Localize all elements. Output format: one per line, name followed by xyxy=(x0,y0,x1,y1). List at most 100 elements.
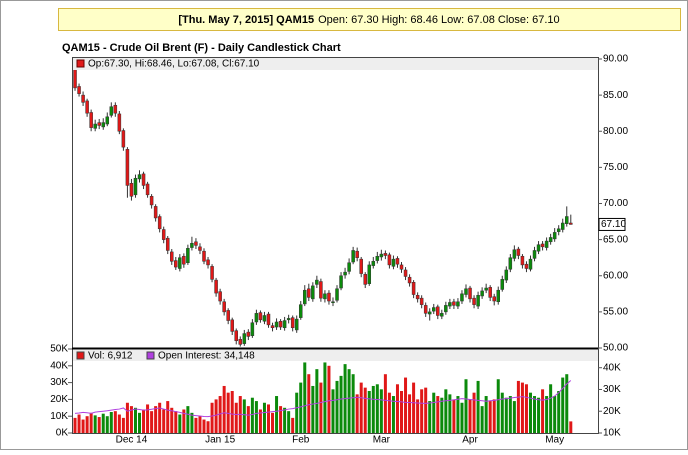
candle-body xyxy=(355,250,359,258)
candle-body xyxy=(383,253,388,256)
volume-bar xyxy=(291,417,295,433)
volume-bar xyxy=(154,406,158,433)
volume-legend: Vol: 6,912 Open Interest: 34,148 xyxy=(76,351,255,362)
x-tick-label: Apr xyxy=(462,435,478,446)
candle-body xyxy=(399,264,404,270)
y2-tick-label: 30K xyxy=(603,384,621,395)
candle-body xyxy=(536,244,541,252)
y-tick-label: 70.00 xyxy=(603,198,628,209)
volume-bar xyxy=(77,414,81,433)
price-legend: Op:67.30, Hi:68.46, Lo:67.08, Cl:67.10 xyxy=(88,59,260,70)
candle-body xyxy=(403,269,408,277)
candle-body xyxy=(359,258,363,274)
volume-bar xyxy=(307,374,311,433)
volume-bar xyxy=(138,412,142,433)
candle-body xyxy=(560,222,565,230)
volume-bar xyxy=(97,417,101,433)
candle-body xyxy=(544,240,549,248)
volume-bar xyxy=(81,419,85,433)
candle-body xyxy=(117,113,122,132)
volume-bar xyxy=(303,362,307,433)
candle-body xyxy=(270,325,275,329)
y2-tick-label: 10K xyxy=(603,428,621,439)
volume-bar xyxy=(528,392,532,433)
volume-bar xyxy=(170,407,174,433)
candle-body xyxy=(186,248,190,263)
candle-body xyxy=(230,319,234,332)
volume-bar xyxy=(218,396,222,433)
candle-body xyxy=(226,310,230,321)
candle-body xyxy=(331,301,335,304)
volume-bar xyxy=(327,365,331,433)
volume-bar xyxy=(488,401,492,433)
volume-bar xyxy=(214,399,218,433)
volume-bar xyxy=(178,414,182,433)
volume-bar xyxy=(335,380,339,433)
volume-bar xyxy=(323,362,327,433)
candle-body xyxy=(121,130,126,148)
volume-bar xyxy=(279,406,283,433)
candle-body xyxy=(508,257,513,270)
volume-bar xyxy=(182,409,186,433)
candle-body xyxy=(565,216,569,224)
candle-body xyxy=(391,258,396,267)
candle-body xyxy=(174,260,178,268)
candle-body xyxy=(222,301,226,313)
volume-bar xyxy=(395,384,399,433)
candle-body xyxy=(569,222,573,225)
candle-body xyxy=(379,253,384,258)
volume-bar xyxy=(545,396,549,433)
volume-bar xyxy=(444,389,448,433)
volume-bar xyxy=(158,402,162,433)
volume-bar xyxy=(504,397,508,433)
candle-body xyxy=(411,282,416,295)
volume-bar xyxy=(194,417,198,433)
candle-body xyxy=(149,196,154,206)
volume-bar xyxy=(101,413,105,433)
volume-bar xyxy=(347,369,351,433)
candle-body xyxy=(101,122,105,128)
candle-body xyxy=(452,301,456,306)
volume-bar xyxy=(226,392,230,433)
price-legend-strip xyxy=(73,58,598,70)
volume-bar xyxy=(416,399,420,433)
volume-bar xyxy=(383,374,387,433)
volume-bar xyxy=(198,416,202,433)
candle-body xyxy=(250,322,255,336)
volume-bar xyxy=(436,396,440,433)
volume-bar xyxy=(400,391,404,433)
candle-body xyxy=(415,295,420,300)
candle-body xyxy=(282,320,287,329)
volume-bar xyxy=(117,414,121,433)
candle-body xyxy=(339,275,343,289)
volume-bar xyxy=(93,415,97,433)
candle-body xyxy=(238,339,243,345)
candle-body xyxy=(161,229,166,240)
volume-bar xyxy=(206,421,210,433)
y-tick-label: 75.00 xyxy=(603,162,628,173)
volume-bar xyxy=(355,394,359,433)
candle-body xyxy=(89,112,93,128)
volume-bar xyxy=(133,407,137,433)
candle-body xyxy=(113,104,118,114)
volume-bar xyxy=(375,384,379,433)
candle-body xyxy=(129,183,134,197)
y-tick-label: 20K xyxy=(50,394,68,405)
candle-body xyxy=(524,263,529,269)
volume-bar xyxy=(174,411,178,433)
volume-bar xyxy=(512,401,516,433)
volume-bar xyxy=(162,409,166,433)
volume-bar xyxy=(254,401,258,433)
volume-bar xyxy=(287,411,291,433)
volume-bar xyxy=(311,385,315,433)
candle-body xyxy=(552,232,557,240)
volume-bar xyxy=(246,406,250,433)
candle-body xyxy=(190,242,194,248)
candle-body xyxy=(456,301,460,307)
volume-bar xyxy=(367,391,371,433)
volume-bar xyxy=(339,375,343,433)
candle-body xyxy=(254,313,259,323)
volume-bar xyxy=(448,394,452,433)
y-tick-label: 40K xyxy=(50,360,68,371)
